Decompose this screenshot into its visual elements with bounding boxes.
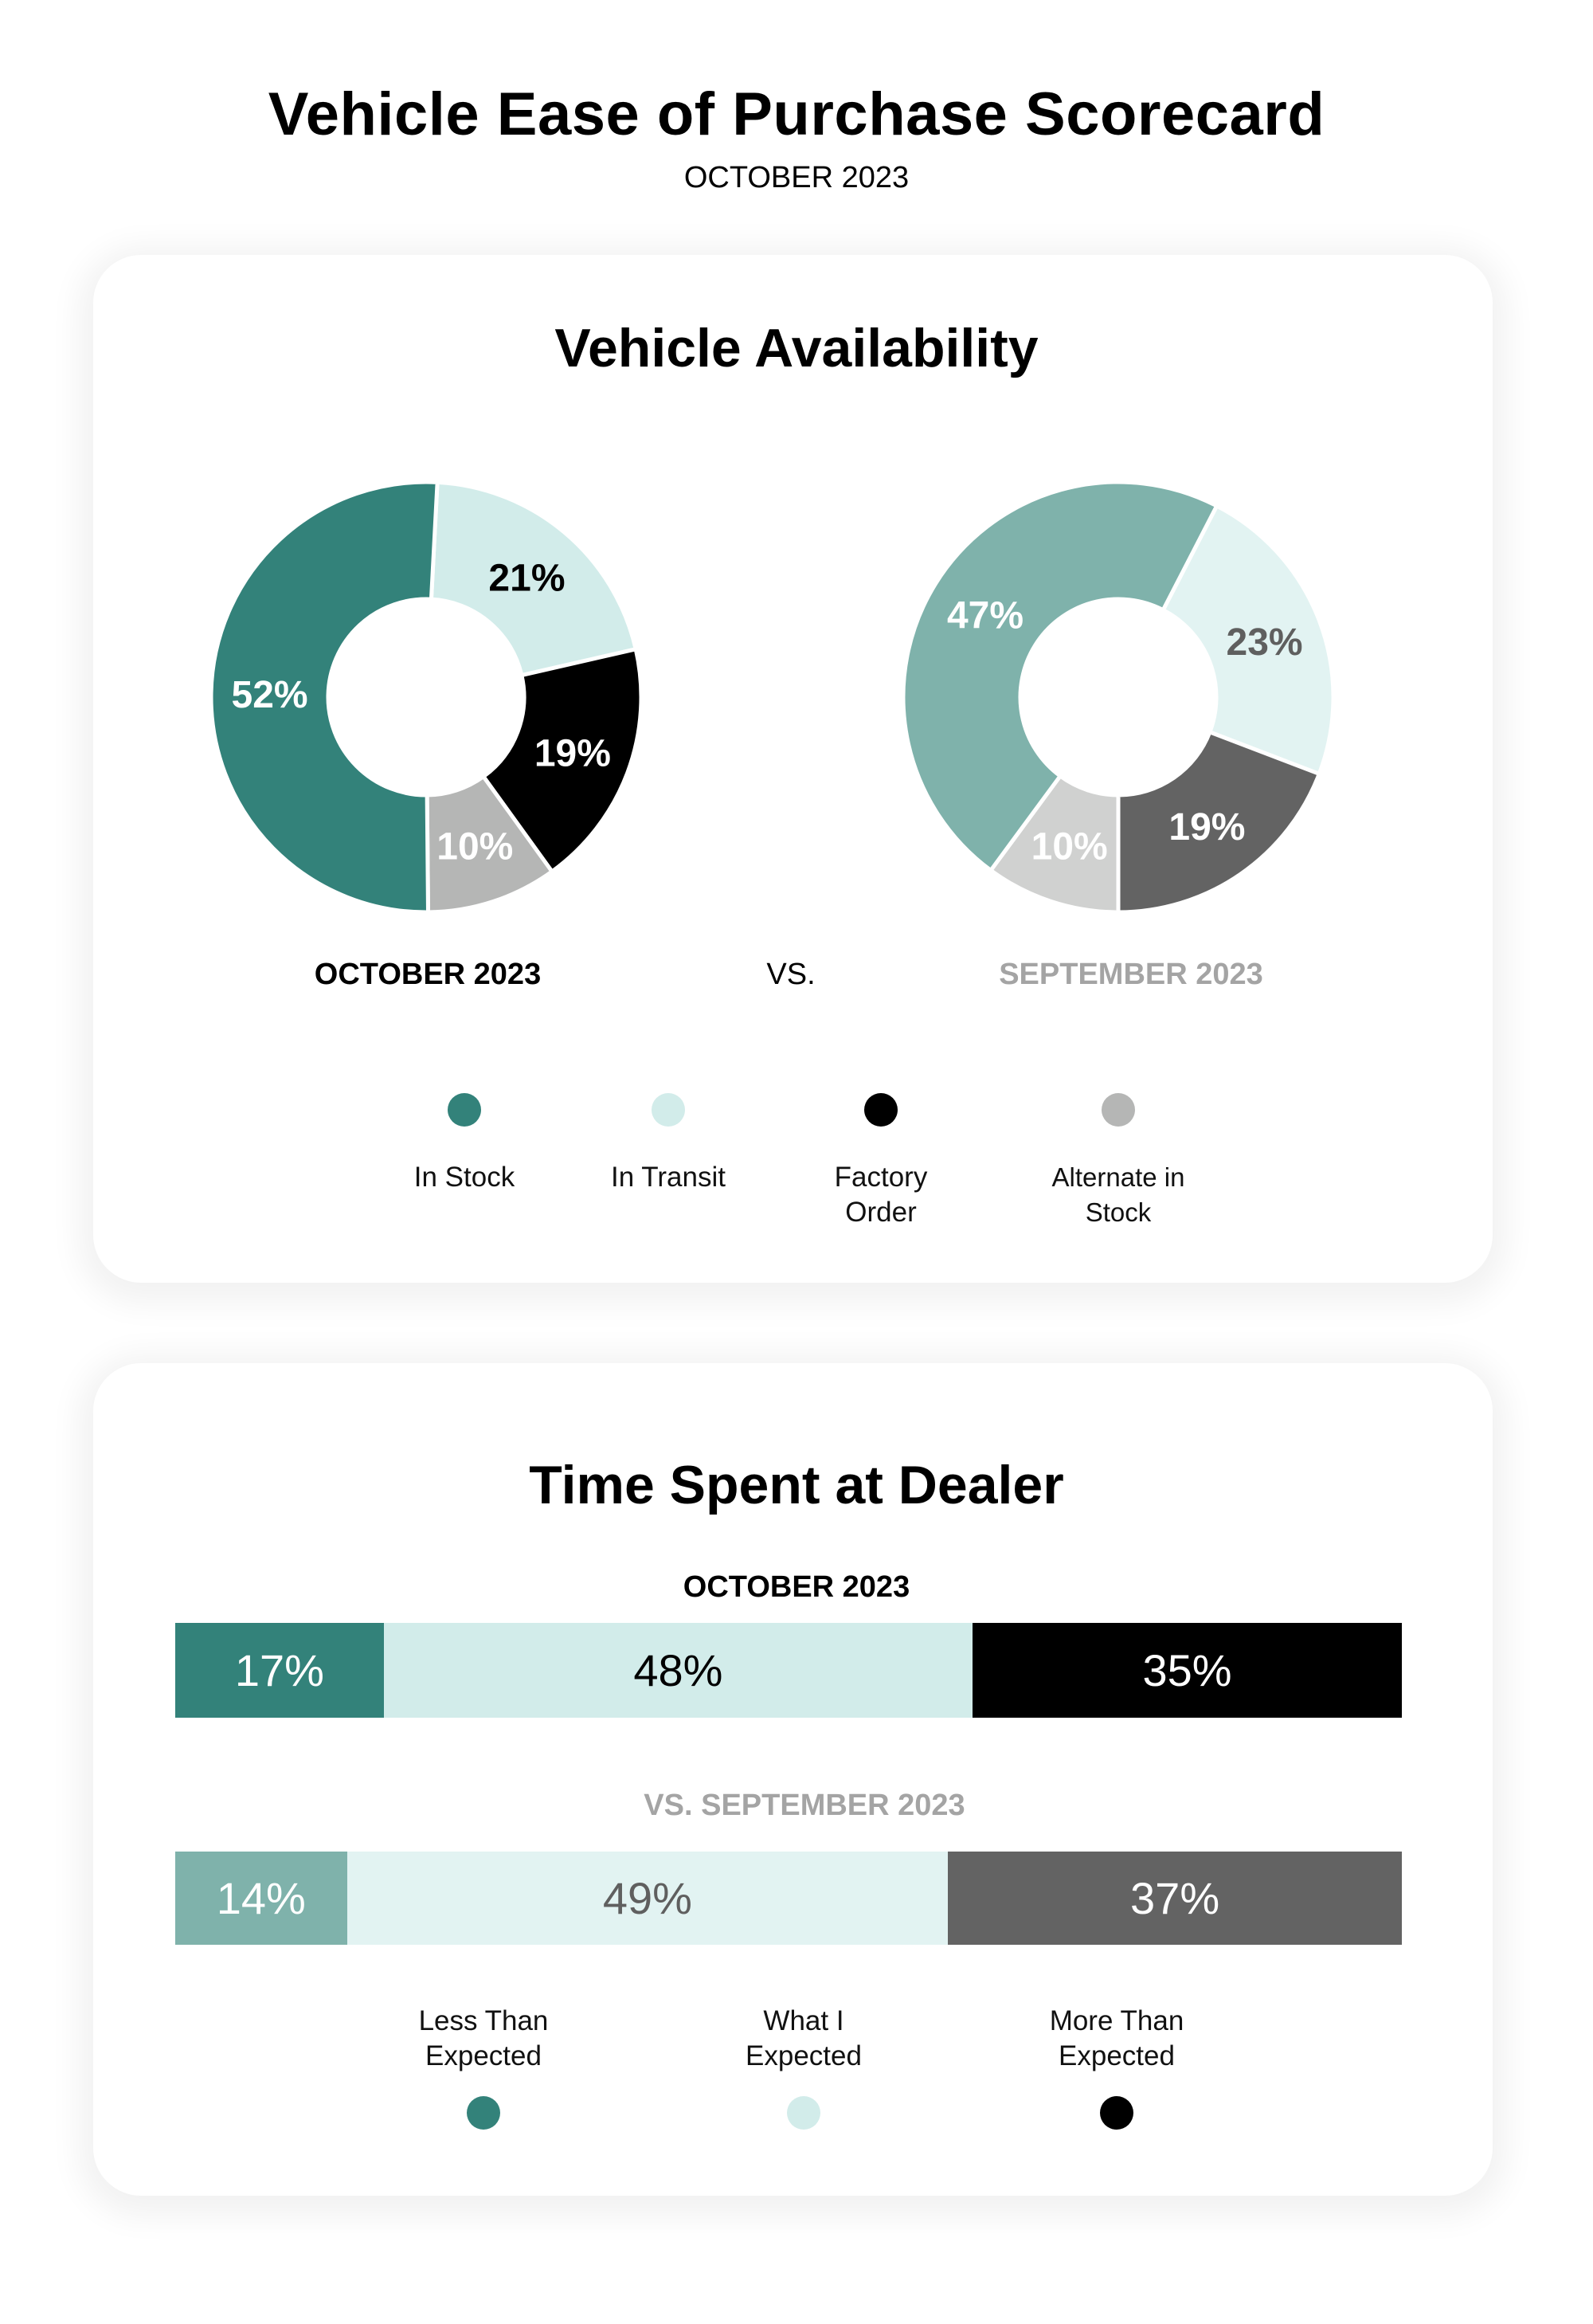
donut-slice-factory-order [1116, 729, 1322, 915]
legend-label-alternate-in-stock: Alternate in Stock [1051, 1162, 1185, 1227]
legend-label-factory-order: Factory Order [834, 1162, 928, 1228]
availability-donut-charts: 21% 19% 10% 52% 10% 47% 23% 19% [209, 480, 1336, 915]
legend-label-in-transit: In Transit [611, 1162, 726, 1193]
donut-chart-september: 10% 47% 23% 19% [901, 480, 1336, 915]
legend-label-less-than-expected: Less Than Expected [418, 2005, 549, 2071]
donut-slice-in-stock [209, 480, 440, 915]
donut-chart-october: 21% 19% 10% 52% [209, 480, 644, 915]
legend-label-more-than-expected: More Than Expected [1049, 2005, 1184, 2071]
donut-slice-value: 23% [1227, 621, 1303, 664]
donut-slice-value: 10% [436, 826, 513, 868]
donut-slice-in-transit [1160, 503, 1336, 777]
in-stock-legend-dot-icon [448, 1093, 481, 1127]
alternate-in-stock-legend-dot-icon [1102, 1093, 1135, 1127]
donut-slice-value: 52% [232, 674, 308, 716]
more-than-expected-legend-dot-icon [1100, 2096, 1133, 2130]
donut-slice-value: 21% [488, 558, 565, 600]
less-than-expected-legend-dot-icon [467, 2096, 500, 2130]
stacked-bar-october: 17% 48% 35% [175, 1623, 1402, 1718]
vehicle-availability-title: Vehicle Availability [554, 318, 1039, 378]
donut-slice-factory-order [480, 646, 644, 875]
donut-slice-in-transit [429, 480, 639, 678]
donut-label-september: SEPTEMBER 2023 [999, 958, 1263, 991]
bar-label-september: VS. SEPTEMBER 2023 [644, 1789, 965, 1822]
legend-label-what-i-expected: What I Expected [746, 2005, 862, 2071]
legend-label-in-stock: In Stock [413, 1162, 515, 1193]
bar-segment-less-than-expected: 17% [175, 1623, 384, 1718]
donut-slice-value: 19% [534, 732, 611, 774]
page-subtitle: OCTOBER 2023 [683, 161, 910, 194]
donut-slice-value: 10% [1031, 826, 1108, 868]
donut-slice-value: 19% [1168, 806, 1245, 848]
donut-slice-value: 47% [947, 594, 1024, 637]
bar-segment-more-than-expected: 37% [948, 1852, 1402, 1945]
donut-label-october: OCTOBER 2023 [314, 958, 542, 991]
donut-slice-in-stock [901, 480, 1220, 873]
bar-segment-what-i-expected: 48% [383, 1623, 973, 1718]
vs-label: VS. [766, 958, 816, 991]
what-i-expected-legend-dot-icon [787, 2096, 820, 2130]
bar-label-october: OCTOBER 2023 [683, 1570, 910, 1604]
page-title: Vehicle Ease of Purchase Scorecard [268, 80, 1325, 148]
factory-order-legend-dot-icon [864, 1093, 898, 1127]
stacked-bar-september: 14% 49% 37% [175, 1852, 1402, 1945]
bar-segment-less-than-expected: 14% [175, 1852, 347, 1945]
bar-segment-what-i-expected: 49% [346, 1852, 949, 1945]
bar-segment-more-than-expected: 35% [972, 1623, 1402, 1718]
in-transit-legend-dot-icon [652, 1093, 685, 1127]
time-spent-title: Time Spent at Dealer [529, 1455, 1064, 1515]
time-spent-card [93, 1363, 1493, 2196]
